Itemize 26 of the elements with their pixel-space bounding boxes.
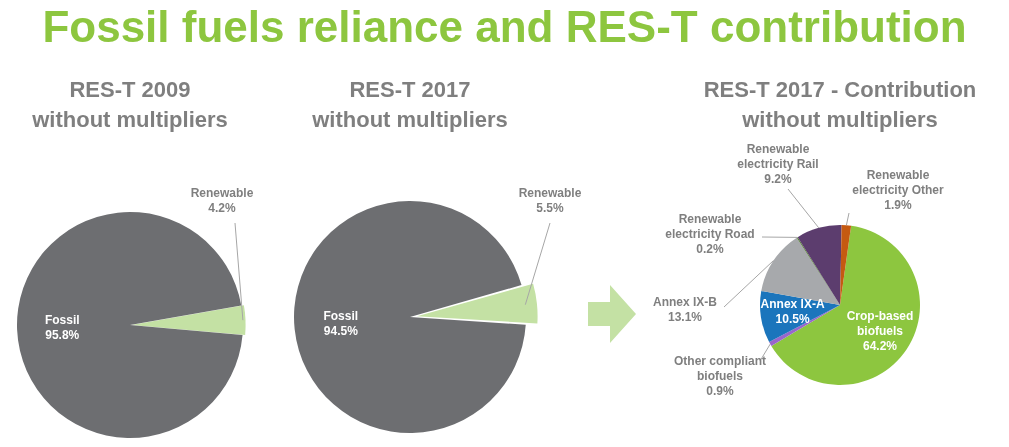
slice-label: Fossil [44, 312, 80, 327]
slice-label: Renewable electricity Other [852, 168, 945, 198]
chart-title: RES-T 2017 - Contribution without multipliers [702, 76, 978, 134]
data-label: 4.2% [208, 200, 236, 215]
data-label: 0.9% [706, 384, 734, 399]
data-label: 95.8% [45, 327, 80, 342]
chart-title: RES-T 2017 without multipliers [311, 76, 509, 134]
slice-label: Annex IX-A [760, 297, 825, 312]
data-label: 1.9% [884, 198, 912, 213]
slice-label: Fossil [323, 309, 359, 324]
slice-label: Renewable [190, 185, 254, 200]
slice-label: Other compliant biofuels [673, 354, 767, 384]
slice-label: Renewable electricity Road [665, 212, 755, 242]
data-label: 0.2% [696, 242, 724, 257]
slice-label: Annex IX-B [652, 294, 718, 309]
slice-label: Renewable [518, 185, 582, 200]
data-label: 10.5% [775, 312, 810, 327]
slice-label: Crop-based biofuels [846, 308, 914, 338]
data-label: 64.2% [862, 338, 898, 353]
slice-label: Renewable electricity Rail [737, 142, 819, 172]
chart-title: RES-T 2009 without multipliers [31, 76, 229, 134]
data-label: 13.1% [667, 309, 703, 324]
text: Fossil fuels reliance and RES-T contribution [41, 2, 968, 52]
data-label: 94.5% [323, 324, 359, 339]
data-label: 5.5% [536, 200, 564, 215]
data-label: 9.2% [764, 172, 792, 187]
